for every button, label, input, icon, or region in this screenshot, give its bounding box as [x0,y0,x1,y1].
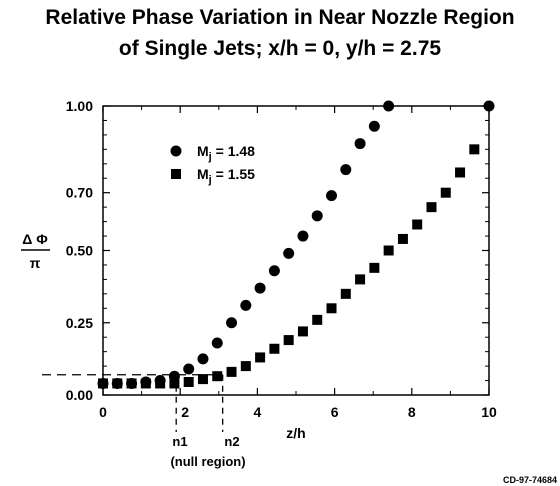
legend: Mj = 1.48 Mj = 1.55 [170,143,255,186]
data-point-square [440,187,451,198]
null-region-label: (null region) [170,454,245,469]
legend-marker-square [171,169,181,179]
data-point-square [126,378,137,389]
data-point-square [469,144,480,155]
data-point-circle [197,353,209,365]
data-point-square [269,343,280,354]
data-point-circle [183,363,195,375]
y-tick-label: 0.50 [66,243,93,259]
legend-marker-circle [170,145,182,157]
data-point-square [112,378,123,389]
data-point-square [412,219,423,230]
data-point-square [212,371,223,382]
x-tick-label: 2 [181,404,189,420]
data-point-square [455,167,466,178]
plot-frame [102,105,490,396]
data-point-square [140,378,151,389]
series-mj-1-48 [97,100,495,389]
data-point-circle [311,210,323,222]
data-point-circle [483,100,495,112]
data-point-square [255,352,266,363]
data-point-square [355,274,366,285]
figure-code: CD-97-74684 [503,475,557,485]
legend-label-1-48: Mj = 1.48 [197,143,255,163]
legend-label-1-48-val: = 1.48 [212,143,255,159]
y-tick-label: 0.00 [66,387,93,403]
x-tick-label: 10 [481,404,497,420]
y-tick-label: 0.70 [66,185,93,201]
y-tick-label: 1.00 [66,98,93,114]
x-tick-label: 8 [408,404,416,420]
chart-title-line1: Relative Phase Variation in Near Nozzle … [45,6,514,29]
x-axis: 0 2 4 6 8 10 [99,106,497,420]
data-point-square [197,374,208,385]
data-point-circle [326,190,338,202]
y-tick-label: 0.25 [66,315,93,331]
data-point-circle [240,299,252,311]
n2-label: n2 [224,434,239,449]
data-point-square [297,326,308,337]
legend-label-1-55-val: = 1.55 [212,166,255,182]
data-point-circle [383,100,395,112]
data-point-square [369,262,380,273]
data-point-square [397,233,408,244]
data-point-circle [211,337,223,349]
data-point-circle [354,138,366,150]
y-axis-label-denominator: π [30,255,41,271]
data-point-circle [254,282,266,294]
data-point-square [426,202,437,213]
data-point-square [155,378,166,389]
data-point-circle [297,230,309,242]
series-mj-1-55 [98,144,480,389]
x-tick-label: 0 [99,404,107,420]
data-point-square [340,288,351,299]
legend-label-1-48-m: M [197,143,209,159]
legend-label-1-48-sub: j [208,151,212,163]
x-tick-label: 6 [331,404,339,420]
data-point-circle [226,317,238,329]
reference-dashed-lines [42,374,224,432]
plot-area [102,105,490,396]
data-point-square [98,378,108,389]
n1-label: n1 [172,434,187,449]
data-point-square [312,314,323,325]
data-point-circle [283,247,295,259]
y-axis-label-numerator: Δ Φ [22,231,48,247]
x-axis-label: z/h [286,425,305,441]
data-point-square [383,245,394,256]
data-point-circle [268,265,280,277]
data-point-square [240,361,251,372]
legend-label-1-55-m: M [197,166,209,182]
data-point-square [169,378,180,389]
chart-title-line2: of Single Jets; x/h = 0, y/h = 2.75 [119,37,441,60]
data-point-square [183,376,194,387]
data-point-square [326,303,337,314]
data-point-circle [368,120,380,132]
y-axis: 0.00 0.25 0.50 0.70 1.00 [66,98,489,403]
data-point-circle [340,164,352,176]
data-point-square [226,366,237,377]
legend-label-1-55: Mj = 1.55 [197,166,255,186]
y-axis-label: Δ Φ π [21,231,50,271]
x-tick-label: 4 [254,404,262,420]
legend-label-1-55-sub: j [208,174,212,186]
data-point-square [283,335,294,346]
